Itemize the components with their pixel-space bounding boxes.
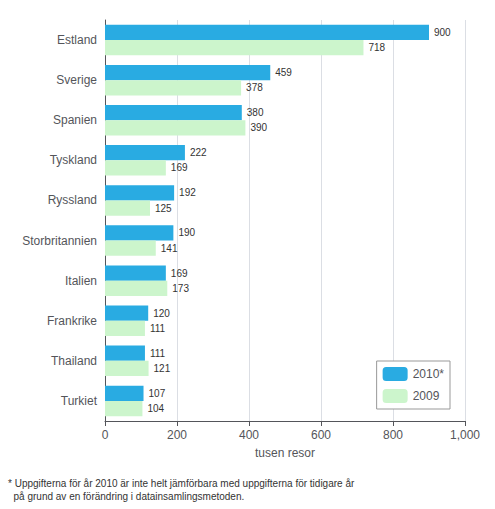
svg-text:107: 107 bbox=[149, 388, 166, 399]
svg-text:Ryssland: Ryssland bbox=[48, 193, 97, 207]
svg-text:på grund av en förändring i da: på grund av en förändring i datainsamlin… bbox=[8, 491, 244, 502]
svg-text:125: 125 bbox=[155, 203, 172, 214]
svg-text:800: 800 bbox=[383, 428, 403, 442]
svg-text:900: 900 bbox=[434, 27, 451, 38]
svg-text:169: 169 bbox=[171, 268, 188, 279]
svg-text:390: 390 bbox=[250, 122, 267, 133]
svg-text:Estland: Estland bbox=[57, 33, 97, 47]
svg-text:Storbritannien: Storbritannien bbox=[22, 234, 97, 248]
svg-text:192: 192 bbox=[179, 187, 196, 198]
svg-text:Italien: Italien bbox=[65, 274, 97, 288]
svg-text:173: 173 bbox=[172, 283, 189, 294]
svg-text:120: 120 bbox=[153, 308, 170, 319]
svg-text:0: 0 bbox=[102, 428, 109, 442]
svg-text:141: 141 bbox=[161, 243, 178, 254]
svg-text:459: 459 bbox=[275, 67, 292, 78]
svg-text:Turkiet: Turkiet bbox=[61, 394, 98, 408]
svg-text:380: 380 bbox=[247, 107, 264, 118]
svg-text:* Uppgifterna för år 2010 är i: * Uppgifterna för år 2010 är inte helt j… bbox=[8, 478, 355, 489]
svg-text:tusen resor: tusen resor bbox=[255, 446, 315, 460]
svg-text:111: 111 bbox=[150, 323, 166, 334]
svg-text:121: 121 bbox=[154, 363, 171, 374]
svg-text:Spanien: Spanien bbox=[53, 113, 97, 127]
svg-text:378: 378 bbox=[246, 82, 263, 93]
svg-text:1,000: 1,000 bbox=[450, 428, 480, 442]
svg-text:2009: 2009 bbox=[413, 389, 440, 403]
svg-text:222: 222 bbox=[190, 147, 207, 158]
svg-text:Thailand: Thailand bbox=[51, 354, 97, 368]
svg-text:169: 169 bbox=[171, 162, 188, 173]
svg-text:Frankrike: Frankrike bbox=[47, 314, 97, 328]
svg-text:104: 104 bbox=[147, 403, 164, 414]
svg-text:Sverige: Sverige bbox=[56, 73, 97, 87]
svg-text:111: 111 bbox=[150, 348, 166, 359]
svg-text:200: 200 bbox=[167, 428, 187, 442]
svg-text:Tyskland: Tyskland bbox=[50, 153, 97, 167]
svg-text:400: 400 bbox=[239, 428, 259, 442]
svg-text:600: 600 bbox=[311, 428, 331, 442]
svg-text:718: 718 bbox=[368, 42, 385, 53]
svg-text:190: 190 bbox=[178, 227, 195, 238]
svg-text:2010*: 2010* bbox=[413, 367, 445, 381]
